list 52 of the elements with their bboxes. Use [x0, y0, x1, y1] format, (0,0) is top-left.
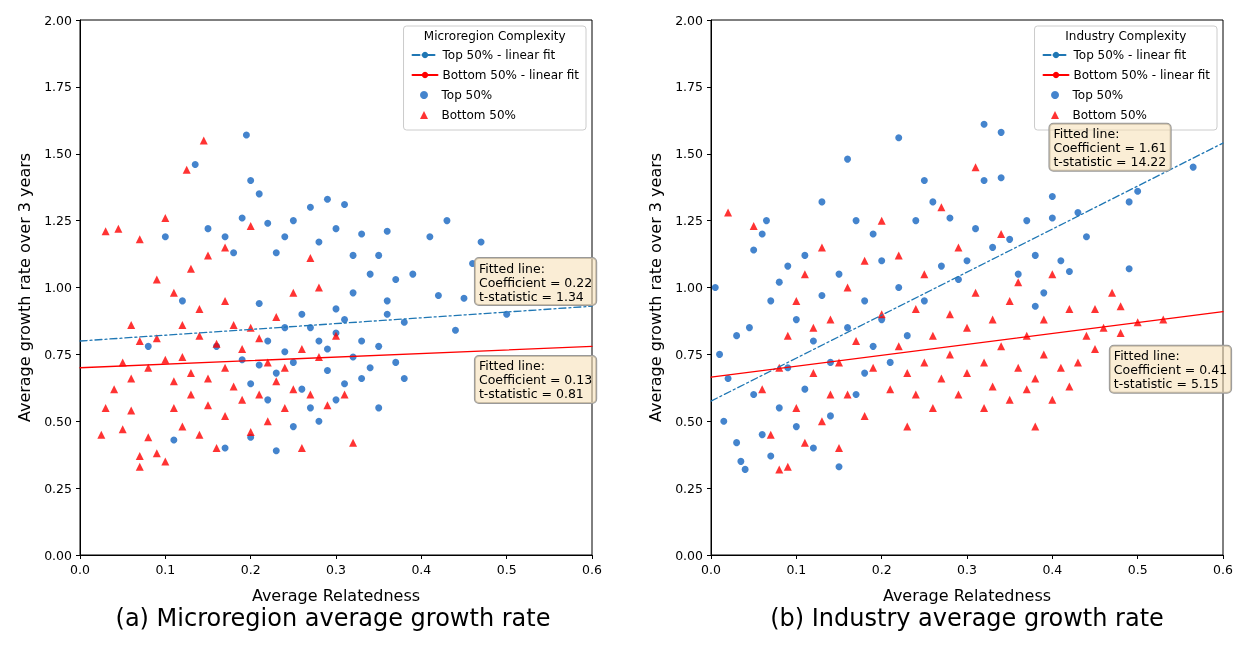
y-tick-label: 1.00: [44, 280, 73, 295]
x-tick-label: 0.5: [1127, 562, 1148, 577]
legend-label: Top 50% - linear fit: [1072, 48, 1187, 62]
y-tick-label: 1.75: [675, 79, 703, 95]
y-tick-label: 1.50: [44, 146, 73, 162]
y-tick-label: 1.25: [44, 213, 72, 229]
legend-label: Top 50%: [1071, 88, 1124, 102]
y-axis-title: Average growth rate over 3 years: [14, 152, 34, 423]
annotation: Fitted line: Coefficient = 0.41 t-statistic = 5.15: [1113, 348, 1228, 392]
x-tick-label: 0.0: [701, 562, 721, 577]
legend-label: Bottom 50%: [441, 108, 517, 122]
y-tick-label: 0.50: [675, 413, 704, 429]
x-tick-label: 0.2: [871, 562, 892, 577]
y-tick-label: 1.50: [675, 146, 704, 162]
x-axis-title: Average Relatedness: [882, 585, 1052, 605]
y-tick-label: 2.00: [675, 12, 704, 28]
x-tick-label: 0.5: [496, 562, 517, 577]
y-tick-label: 1.00: [675, 280, 704, 295]
legend-title: Microregion Complexity: [423, 29, 566, 43]
legend-label: Top 50%: [440, 88, 493, 102]
x-tick-label: 0.0: [70, 562, 90, 577]
annotation: Fitted line: Coefficient = 0.13 t-statistic = 0.81: [478, 358, 593, 402]
annotation: Fitted line: Coefficient = 0.22 t-statistic = 1.34: [478, 260, 593, 304]
legend-title: Industry Complexity: [1065, 29, 1187, 43]
x-tick-label: 0.4: [1042, 562, 1063, 577]
y-tick-label: 0.25: [44, 480, 72, 496]
x-tick-label: 0.1: [786, 562, 807, 577]
x-axis-title: Average Relatedness: [251, 585, 421, 605]
text: (a) Microregion average growth rate: [115, 604, 551, 632]
x-tick-label: 0.6: [1213, 562, 1233, 577]
y-axis-title: Average growth rate over 3 years: [645, 152, 665, 423]
x-tick-label: 0.3: [957, 562, 977, 577]
y-tick-label: 1.75: [44, 79, 72, 95]
y-tick-label: 0.75: [675, 346, 703, 362]
y-tick-label: 2.00: [44, 12, 73, 28]
y-tick-label: 0.00: [44, 547, 73, 563]
y-tick-label: 0.00: [675, 547, 704, 563]
x-tick-label: 0.2: [240, 562, 261, 577]
y-tick-label: 0.25: [675, 480, 703, 496]
x-tick-label: 0.4: [411, 562, 432, 577]
x-tick-label: 0.3: [326, 562, 346, 577]
legend-label: Bottom 50% - linear fit: [1073, 68, 1211, 82]
y-tick-label: 0.75: [44, 346, 72, 362]
text: (b) Industry average growth rate: [770, 604, 1164, 632]
legend-label: Bottom 50%: [1072, 108, 1148, 122]
y-tick-label: 0.50: [44, 413, 73, 429]
y-tick-label: 1.25: [675, 213, 703, 229]
annotation: Fitted line: Coefficient = 1.61 t-statistic = 14.22: [1053, 126, 1167, 170]
x-tick-label: 0.1: [155, 562, 176, 577]
x-tick-label: 0.6: [582, 562, 602, 577]
legend-label: Bottom 50% - linear fit: [442, 68, 580, 82]
legend-label: Top 50% - linear fit: [441, 48, 556, 62]
